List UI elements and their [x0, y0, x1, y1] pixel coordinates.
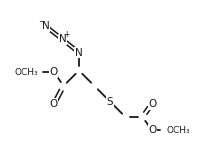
- Text: OCH₃: OCH₃: [167, 126, 190, 135]
- Text: O: O: [49, 99, 57, 109]
- Text: N: N: [75, 48, 83, 58]
- Text: +: +: [63, 30, 70, 39]
- Text: OCH₃: OCH₃: [14, 68, 38, 77]
- Text: O: O: [49, 67, 57, 77]
- Text: S: S: [107, 97, 113, 106]
- Text: N: N: [42, 21, 49, 31]
- Text: N: N: [59, 35, 67, 44]
- Text: O: O: [149, 99, 157, 109]
- Text: O: O: [149, 125, 157, 135]
- Text: −: −: [39, 17, 45, 26]
